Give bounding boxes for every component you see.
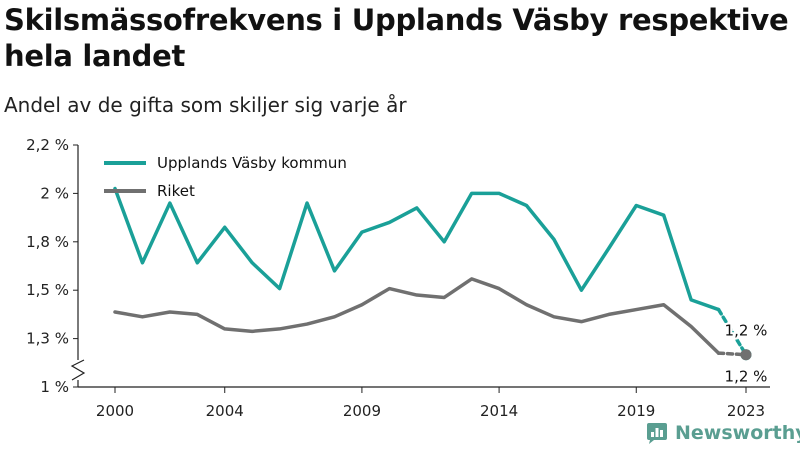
x-tick-label: 2004 xyxy=(206,402,244,420)
series-line-0 xyxy=(113,186,721,312)
y-tick-label: 1,8 % xyxy=(26,233,69,251)
x-tick-label: 2019 xyxy=(617,402,655,420)
chart-subtitle: Andel av de gifta som skiljer sig varje … xyxy=(4,93,407,117)
brand-logo: Newsworthy xyxy=(645,420,800,446)
chart-title: Skilsmässofrekvens i Upplands Väsby resp… xyxy=(4,3,789,73)
y-tick-label: 1,3 % xyxy=(26,330,69,348)
y-tick-label: 1 % xyxy=(40,378,69,396)
series-line-latest-0 xyxy=(716,307,748,357)
series-lines xyxy=(113,186,752,361)
legend-label: Upplands Väsby kommun xyxy=(157,154,347,172)
series-end-point-1 xyxy=(740,349,752,361)
legend: Upplands Väsby kommun Riket xyxy=(104,154,347,200)
series-line-1 xyxy=(113,277,721,355)
x-tick-label: 2009 xyxy=(343,402,381,420)
axes: 1 % 1,3 % 1,5 % 1,8 % 2 % 2,2 % 2000 2004 2009 20… xyxy=(26,136,770,420)
x-tick-label: 2023 xyxy=(727,402,765,420)
y-tick-label: 2,2 % xyxy=(26,136,69,154)
legend-label: Riket xyxy=(157,182,195,200)
brand-name: Newsworthy xyxy=(675,422,800,444)
y-tick-label: 2 % xyxy=(40,184,69,202)
newsworthy-logo-icon xyxy=(647,423,667,444)
end-value-label: 1,2 % xyxy=(725,322,768,340)
x-tick-label: 2014 xyxy=(480,402,518,420)
x-tick-label: 2000 xyxy=(96,402,134,420)
end-value-label: 1,2 % xyxy=(725,368,768,386)
y-tick-label: 1,5 % xyxy=(26,281,69,299)
end-labels: 1,2 % 1,2 % xyxy=(723,320,770,388)
y-axis-break-icon xyxy=(70,359,86,381)
